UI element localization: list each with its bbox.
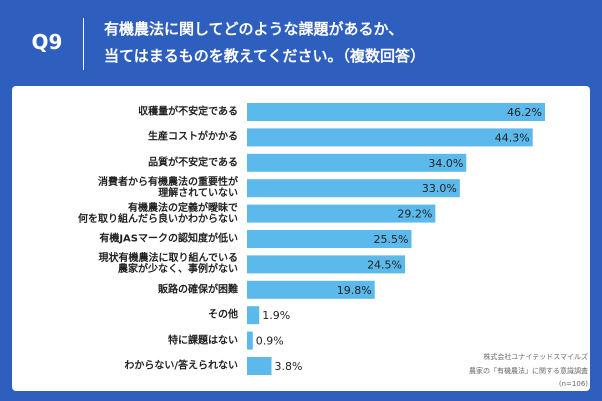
- bar: [247, 280, 375, 299]
- value-label: 3.8%: [275, 360, 303, 373]
- value-label: 33.0%: [422, 182, 457, 195]
- bar: [247, 255, 406, 274]
- value-label: 25.5%: [374, 233, 409, 246]
- category-label: 収穫量が不安定である: [138, 106, 238, 118]
- value-label: 19.8%: [337, 284, 372, 297]
- question-number: Q9: [31, 30, 63, 54]
- value-label: 46.2%: [507, 106, 542, 119]
- category-label: 消費者から有機農法の重要性が 理解されていない: [98, 177, 238, 200]
- category-label: 特に課題はない: [168, 335, 238, 347]
- bar: [247, 103, 545, 121]
- bar: [247, 153, 467, 172]
- value-label: 1.9%: [262, 309, 290, 322]
- chart-title: 有機農法に関してどのような課題があるか、 当てはまるものを教えてください。（複数…: [104, 20, 426, 65]
- value-label: 0.9%: [256, 335, 284, 348]
- value-label: 34.0%: [428, 157, 463, 170]
- note: 農家の「有機農法」に関する意識調査: [469, 367, 588, 375]
- note: (n=106): [558, 380, 588, 388]
- bar: [247, 179, 460, 198]
- value-label: 24.5%: [367, 258, 402, 271]
- value-label: 44.3%: [495, 131, 530, 144]
- category-label: 有機JASマークの認知度が低い: [99, 233, 238, 245]
- category-label: その他: [208, 309, 238, 321]
- category-label: 有機農法の定義が曖昧で 何を取り組んだら良いかわからない: [78, 202, 238, 225]
- category-label: 現状有機農法に取り組んでいる 農家が少なく、事例がない: [98, 253, 239, 276]
- bar: [247, 331, 253, 350]
- bar: [247, 357, 272, 375]
- value-label: 29.2%: [397, 208, 432, 221]
- separator: [83, 18, 84, 70]
- bar: [247, 230, 412, 248]
- category-label: 生産コストがかかる: [148, 131, 238, 143]
- bar: [247, 306, 260, 325]
- bar: [247, 128, 533, 147]
- category-label: 品質が不安定である: [148, 157, 238, 169]
- category-label: 販路の確保が困難: [158, 284, 238, 296]
- bar: [247, 204, 436, 223]
- category-label: わからない/答えられない: [124, 360, 238, 372]
- note: 株式会社ユナイテッドスマイルズ: [483, 353, 588, 361]
